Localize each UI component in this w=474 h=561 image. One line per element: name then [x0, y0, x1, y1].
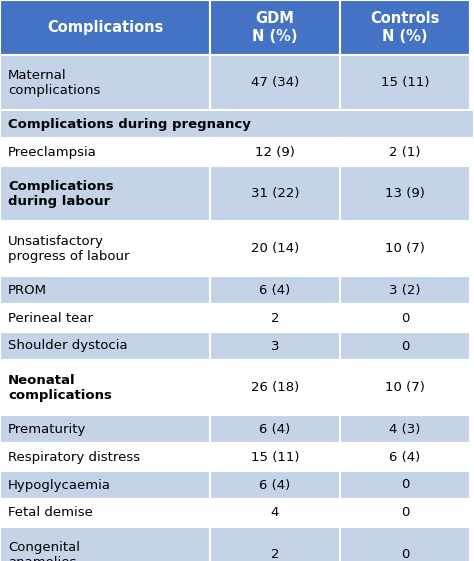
Bar [0, 138, 210, 166]
Text: 0: 0 [401, 479, 409, 491]
Text: 10 (7): 10 (7) [385, 242, 425, 255]
Text: 0: 0 [401, 548, 409, 561]
Bar [0, 443, 210, 471]
Text: 6 (4): 6 (4) [259, 422, 291, 435]
Bar [210, 415, 340, 443]
Bar [340, 443, 470, 471]
Bar [0, 276, 210, 304]
Text: 4 (3): 4 (3) [389, 422, 421, 435]
Bar [210, 499, 340, 527]
Text: 6 (4): 6 (4) [259, 283, 291, 297]
Text: 26 (18): 26 (18) [251, 381, 299, 394]
Bar [210, 221, 340, 276]
Bar [210, 0, 340, 55]
Bar [0, 304, 210, 332]
Text: 0: 0 [401, 507, 409, 519]
Text: 31 (22): 31 (22) [251, 187, 299, 200]
Text: Complications
during labour: Complications during labour [8, 180, 114, 208]
Bar [0, 332, 210, 360]
Text: Congenital
anamolies: Congenital anamolies [8, 540, 80, 561]
Text: 2 (1): 2 (1) [389, 145, 421, 159]
Text: 12 (9): 12 (9) [255, 145, 295, 159]
Text: Shoulder dystocia: Shoulder dystocia [8, 339, 128, 352]
Bar [340, 304, 470, 332]
Text: 4: 4 [271, 507, 279, 519]
Bar [210, 276, 340, 304]
Text: Maternal
complications: Maternal complications [8, 68, 100, 96]
Bar [210, 360, 340, 415]
Bar [340, 360, 470, 415]
Text: GDM
N (%): GDM N (%) [252, 11, 298, 44]
Bar [340, 0, 470, 55]
Text: 47 (34): 47 (34) [251, 76, 299, 89]
Bar [210, 332, 340, 360]
Bar [340, 55, 470, 110]
Bar [340, 138, 470, 166]
Text: 2: 2 [271, 548, 279, 561]
Bar [210, 55, 340, 110]
Bar [210, 471, 340, 499]
Text: 6 (4): 6 (4) [259, 479, 291, 491]
Bar [0, 166, 210, 221]
Bar [0, 471, 210, 499]
Text: 0: 0 [401, 311, 409, 324]
Text: Hypoglycaemia: Hypoglycaemia [8, 479, 111, 491]
Text: Preeclampsia: Preeclampsia [8, 145, 97, 159]
Bar [340, 332, 470, 360]
Text: Neonatal
complications: Neonatal complications [8, 374, 112, 402]
Text: Complications: Complications [47, 20, 163, 35]
Text: Complications during pregnancy: Complications during pregnancy [8, 117, 251, 131]
Bar [0, 221, 210, 276]
Bar [340, 221, 470, 276]
Text: 10 (7): 10 (7) [385, 381, 425, 394]
Bar [210, 138, 340, 166]
Bar [340, 499, 470, 527]
Text: Controls
N (%): Controls N (%) [370, 11, 440, 44]
Bar [340, 415, 470, 443]
Bar [0, 0, 210, 55]
Text: 3: 3 [271, 339, 279, 352]
Bar [0, 527, 210, 561]
Bar [340, 471, 470, 499]
Text: 2: 2 [271, 311, 279, 324]
Text: 13 (9): 13 (9) [385, 187, 425, 200]
Bar [340, 166, 470, 221]
Bar [340, 276, 470, 304]
Bar [0, 499, 210, 527]
Bar [210, 527, 340, 561]
Text: PROM: PROM [8, 283, 47, 297]
Text: Unsatisfactory
progress of labour: Unsatisfactory progress of labour [8, 234, 129, 263]
Bar [210, 304, 340, 332]
Bar [0, 415, 210, 443]
Bar [0, 110, 474, 138]
Text: Respiratory distress: Respiratory distress [8, 450, 140, 463]
Bar [0, 55, 210, 110]
Bar [210, 166, 340, 221]
Text: 15 (11): 15 (11) [251, 450, 299, 463]
Text: 0: 0 [401, 339, 409, 352]
Text: Fetal demise: Fetal demise [8, 507, 93, 519]
Text: Prematurity: Prematurity [8, 422, 86, 435]
Text: 6 (4): 6 (4) [389, 450, 420, 463]
Text: 3 (2): 3 (2) [389, 283, 421, 297]
Bar [340, 527, 470, 561]
Bar [210, 443, 340, 471]
Text: Perineal tear: Perineal tear [8, 311, 93, 324]
Bar [0, 360, 210, 415]
Text: 20 (14): 20 (14) [251, 242, 299, 255]
Text: 15 (11): 15 (11) [381, 76, 429, 89]
